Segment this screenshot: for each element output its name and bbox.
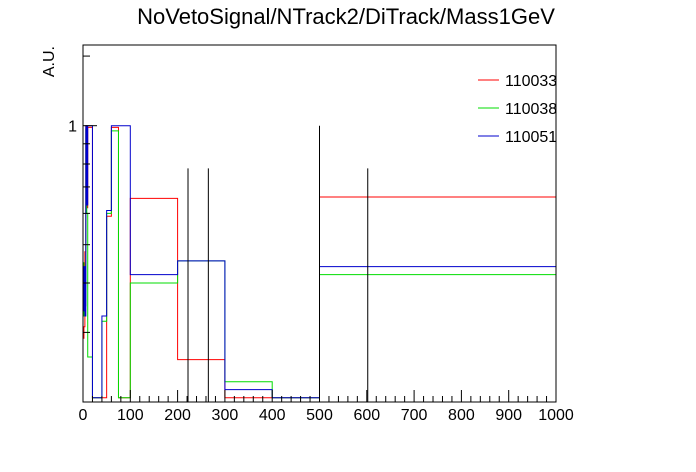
error-bar-layer xyxy=(187,125,369,402)
x-tick-label-800: 800 xyxy=(448,407,475,424)
x-tick-label-700: 700 xyxy=(401,407,428,424)
x-tick-label-400: 400 xyxy=(259,407,286,424)
legend-entry-110033: 110033 xyxy=(505,73,557,90)
y-tick-label-1: 1 xyxy=(68,119,77,136)
legend-entry-110038: 110038 xyxy=(505,101,557,118)
x-tick-label-200: 200 xyxy=(164,407,191,424)
axis-tick-labels: 0 100 200 300 400 500 600 700 800 900 1000 1 xyxy=(68,119,574,424)
x-tick-label-0: 0 xyxy=(79,407,88,424)
x-tick-label-1000: 1000 xyxy=(538,407,574,424)
x-tick-label-300: 300 xyxy=(212,407,239,424)
chart-title: NoVetoSignal/NTrack2/DiTrack/Mass1GeV xyxy=(137,4,555,29)
x-tick-label-600: 600 xyxy=(353,407,380,424)
series-layer xyxy=(82,125,557,402)
x-tick-label-100: 100 xyxy=(117,407,144,424)
axis-ticks xyxy=(82,55,557,402)
y-axis-label: A.U. xyxy=(41,46,58,77)
series-line-110051 xyxy=(82,125,557,402)
legend: 110033 110038 110051 xyxy=(478,73,557,146)
x-tick-label-500: 500 xyxy=(306,407,333,424)
x-tick-label-900: 900 xyxy=(495,407,522,424)
legend-entry-110051: 110051 xyxy=(505,129,557,146)
